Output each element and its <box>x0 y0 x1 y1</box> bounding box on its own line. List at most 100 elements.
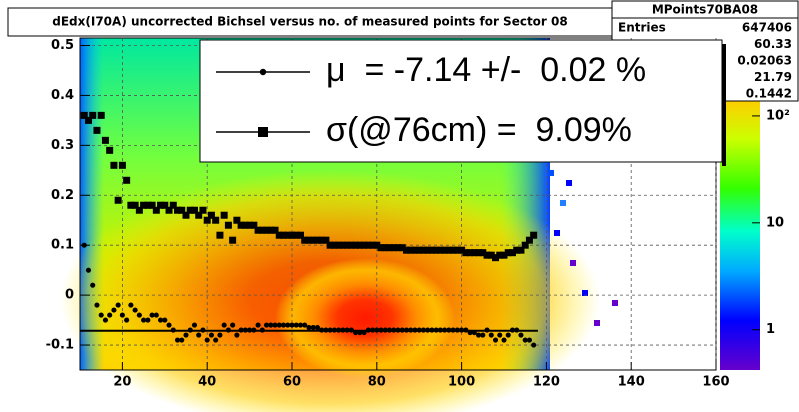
data-point <box>191 322 198 328</box>
data-point <box>484 327 490 333</box>
data-point <box>309 236 317 244</box>
data-point <box>251 327 257 333</box>
data-point <box>203 216 211 224</box>
data-point <box>233 216 241 224</box>
data-point <box>425 327 431 333</box>
x-tick-label: 140 <box>618 375 645 390</box>
data-point <box>313 236 321 244</box>
x-tick-label: 120 <box>533 375 560 390</box>
data-point <box>483 251 491 259</box>
data-point <box>488 332 494 338</box>
data-point <box>330 241 338 249</box>
data-point <box>432 246 440 254</box>
data-point <box>505 332 511 338</box>
data-point <box>408 327 414 333</box>
x-tick-label: 40 <box>198 375 216 390</box>
data-point <box>348 327 354 333</box>
data-point <box>517 246 525 254</box>
data-point <box>386 244 394 252</box>
data-point <box>90 282 96 288</box>
data-point <box>152 206 160 214</box>
data-point <box>115 302 121 308</box>
data-point <box>369 241 377 249</box>
data-point <box>98 312 104 318</box>
data-point <box>267 226 275 234</box>
data-point <box>522 337 528 343</box>
data-point <box>199 206 207 214</box>
legend: μ = -7.14 +/- 0.02 % σ(@76cm) = 9.09% <box>199 39 726 166</box>
data-point <box>280 231 288 239</box>
data-point <box>476 332 482 338</box>
data-point <box>190 206 198 214</box>
data-point <box>132 307 138 313</box>
data-point <box>305 236 313 244</box>
y-tick-label: 0 <box>65 288 74 303</box>
stats-label: Entries <box>618 21 666 35</box>
data-point <box>296 231 304 239</box>
data-point <box>416 327 422 333</box>
data-point <box>238 327 244 333</box>
y-tick-label: 0.4 <box>51 88 74 103</box>
data-point <box>263 226 271 234</box>
stats-value: 647406 <box>742 21 792 35</box>
data-point <box>161 201 169 209</box>
data-point <box>508 249 516 257</box>
data-point <box>182 211 190 219</box>
data-point <box>247 327 253 333</box>
data-point <box>526 337 532 343</box>
data-point <box>479 249 487 257</box>
data-point <box>509 327 516 333</box>
data-point <box>196 332 202 338</box>
data-point <box>454 327 460 333</box>
data-point <box>220 211 228 219</box>
data-point <box>124 317 130 323</box>
data-point <box>140 201 148 209</box>
x-tick-label: 80 <box>368 375 386 390</box>
data-point <box>357 329 363 336</box>
data-point <box>144 201 152 209</box>
data-point <box>288 231 296 239</box>
data-point <box>475 249 483 257</box>
data-point <box>412 327 418 333</box>
data-point <box>525 236 533 244</box>
data-point <box>445 246 453 254</box>
data-point <box>272 322 278 328</box>
data-point <box>85 267 92 273</box>
data-point <box>521 241 529 249</box>
data-point <box>250 221 258 229</box>
data-point <box>81 242 87 248</box>
data-point <box>331 327 337 333</box>
data-point <box>148 201 156 209</box>
y-tick-label: 0.3 <box>51 138 74 153</box>
data-point <box>373 241 381 249</box>
data-point <box>141 317 147 323</box>
circle-marker <box>259 68 267 76</box>
square-marker <box>258 127 268 137</box>
data-point <box>106 146 114 154</box>
stats-value: 0.02063 <box>737 54 792 68</box>
data-point <box>390 244 398 252</box>
data-point <box>285 322 291 328</box>
data-point <box>344 327 350 333</box>
data-point <box>365 327 371 333</box>
data-point <box>394 244 402 252</box>
data-point <box>136 312 142 318</box>
data-point <box>437 327 443 333</box>
data-point <box>449 246 457 254</box>
data-point <box>319 327 325 333</box>
data-point <box>229 236 237 244</box>
data-point <box>174 206 182 214</box>
data-point <box>462 249 470 257</box>
data-point <box>530 231 538 239</box>
data-point <box>442 327 448 333</box>
data-point <box>471 329 477 336</box>
data-point <box>246 221 254 229</box>
data-point <box>323 327 329 333</box>
data-point <box>169 201 177 209</box>
stats-value: 0.1442 <box>746 87 792 101</box>
data-point <box>276 322 282 328</box>
data-point <box>428 246 436 254</box>
data-point <box>170 327 176 333</box>
data-point <box>94 302 100 308</box>
